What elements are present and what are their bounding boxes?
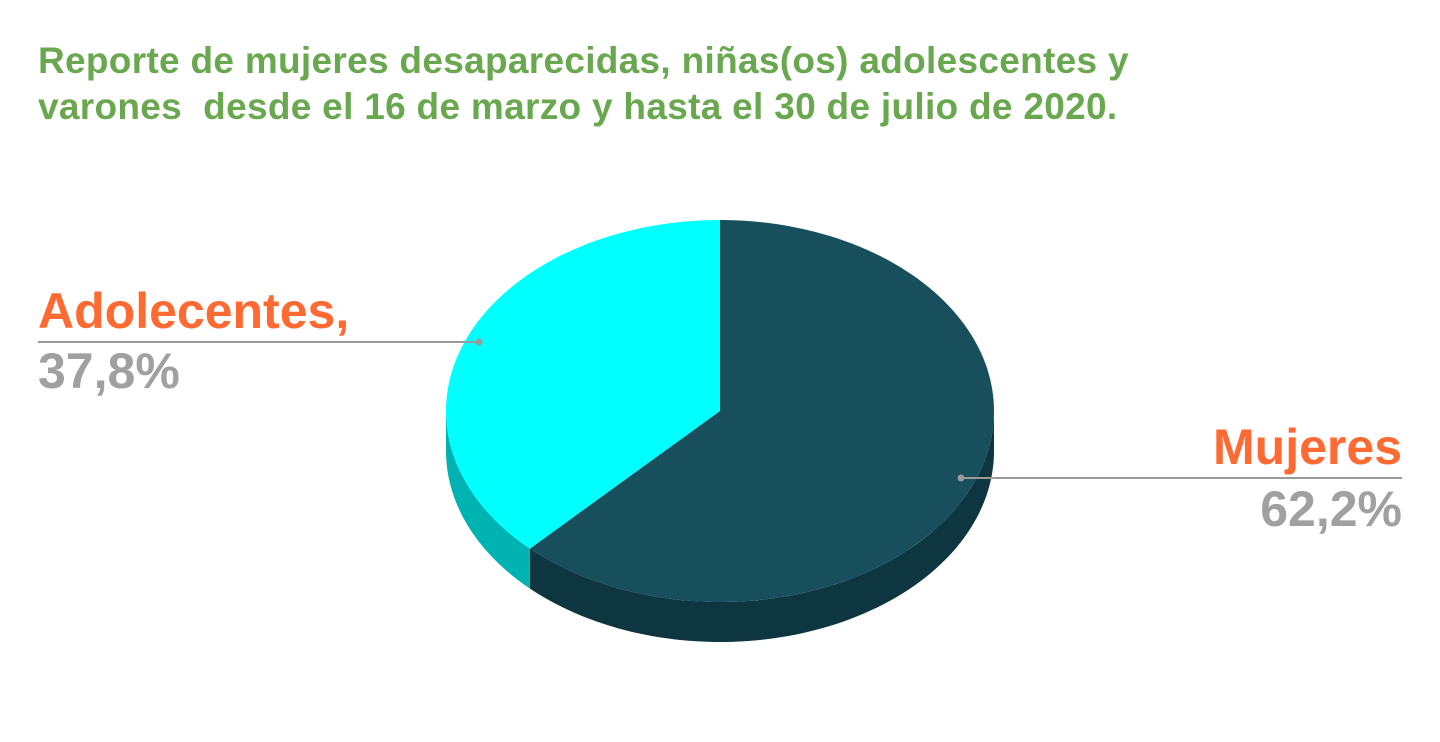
- slice-value-mujeres: 62,2%: [1260, 481, 1402, 537]
- slice-label-adolescentes: Adolecentes,: [38, 283, 350, 339]
- leader-dot-mujeres: [957, 474, 965, 482]
- slice-label-mujeres: Mujeres: [1213, 419, 1402, 475]
- chart-title: Reporte de mujeres desaparecidas, niñas(…: [38, 38, 1418, 130]
- chart-title-line-2: varones desde el 16 de marzo y hasta el …: [38, 86, 1118, 127]
- leader-dot-adolescentes: [475, 338, 483, 346]
- pie-slice-adolecentes-top: [446, 220, 720, 549]
- pie-slice-mujeres-top: [529, 220, 994, 602]
- chart-title-line-1: Reporte de mujeres desaparecidas, niñas(…: [38, 40, 1129, 81]
- pie-slice-adolecentes-side: [446, 411, 530, 589]
- pie-slice-mujeres-side: [529, 411, 994, 642]
- slice-value-adolescentes: 37,8%: [38, 343, 180, 399]
